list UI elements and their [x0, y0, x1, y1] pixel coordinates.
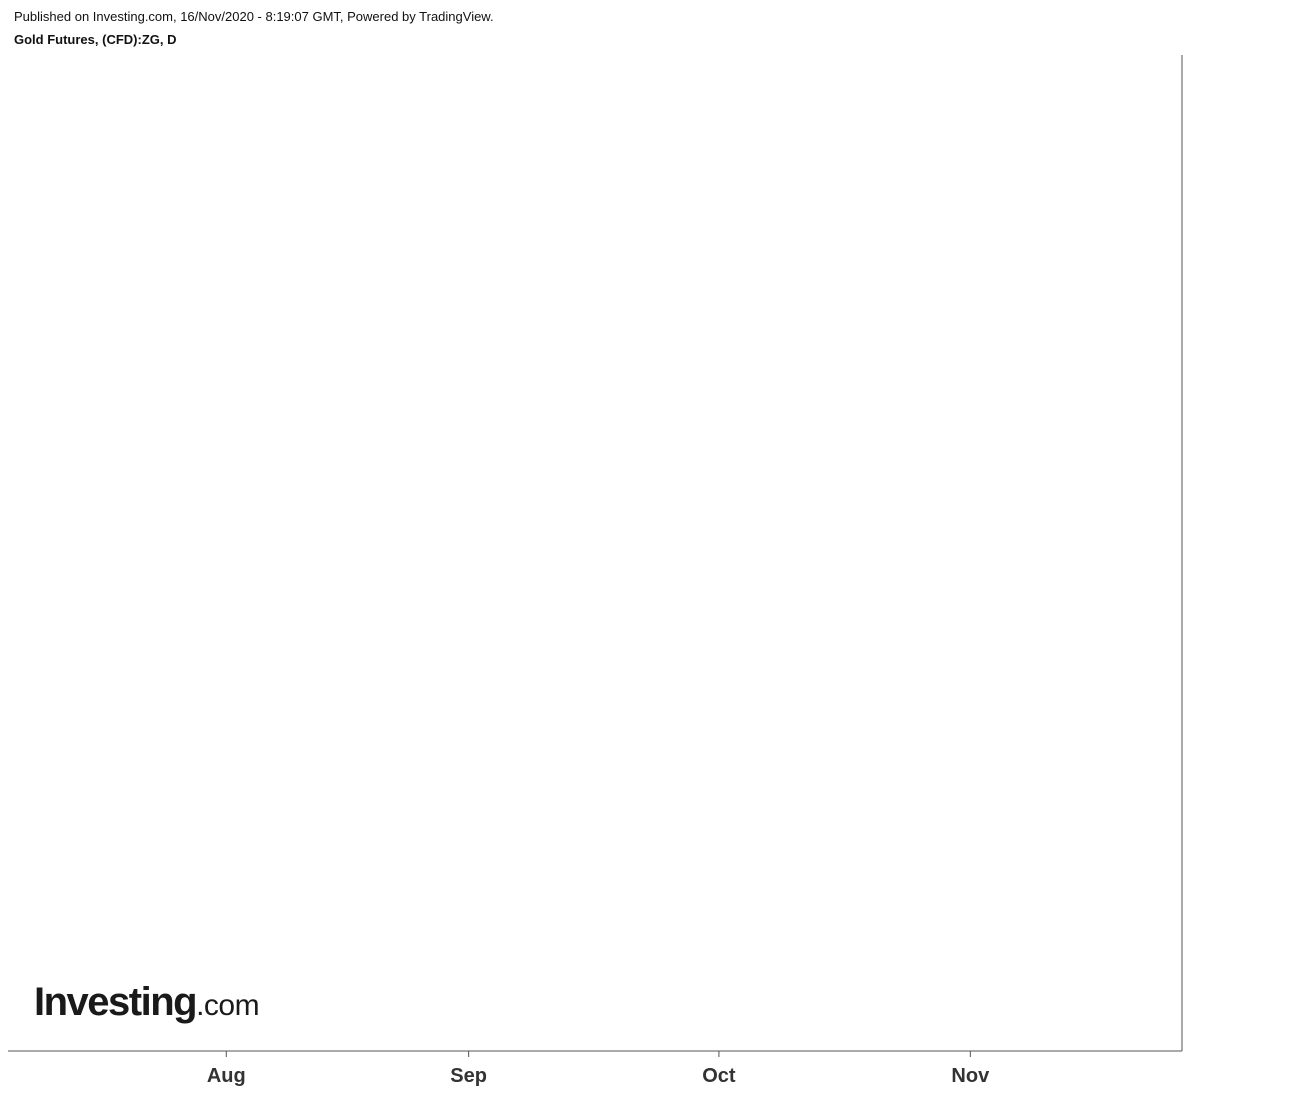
chart-axes [8, 55, 1183, 1052]
logo-brand: Investing [34, 980, 198, 1024]
logo-suffix: .com [196, 989, 260, 1022]
x-tick-label: Aug [207, 1065, 246, 1087]
publish-info: Published on Investing.com, 16/Nov/2020 … [14, 9, 494, 24]
x-tick-label: Sep [450, 1065, 487, 1087]
x-tick-label: Oct [702, 1065, 736, 1087]
chart-title: Gold Futures, (CFD):ZG, D [14, 32, 177, 47]
investing-logo: Investing.com [34, 980, 260, 1025]
time-axis: Aug Sep Oct Nov [207, 1051, 990, 1087]
x-tick-label: Nov [951, 1065, 990, 1087]
